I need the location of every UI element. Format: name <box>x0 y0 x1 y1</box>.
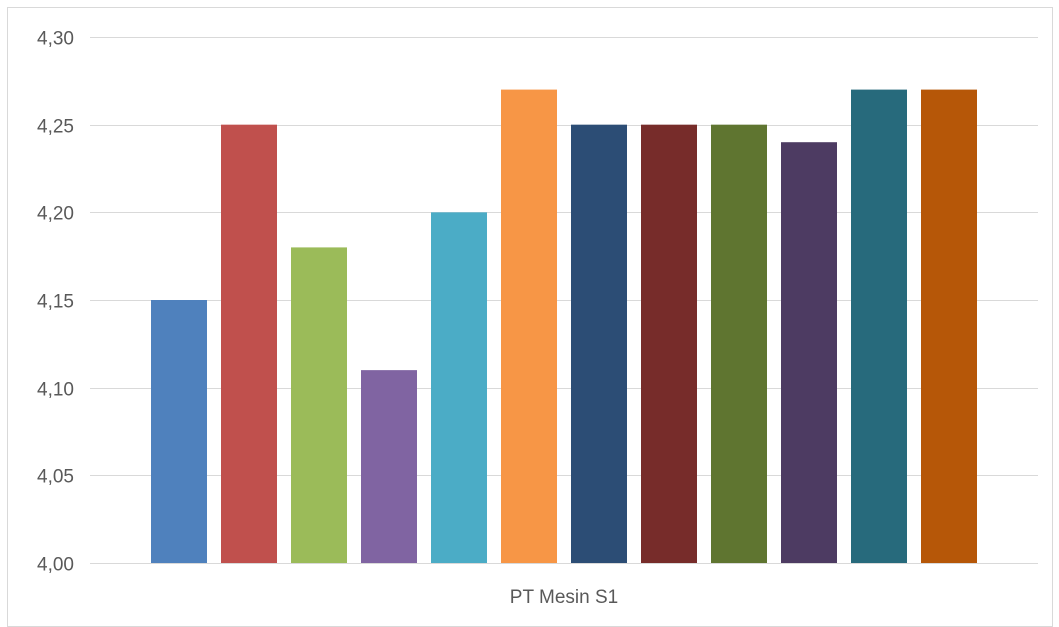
y-tick-label: 4,10 <box>37 380 74 401</box>
bar-2 <box>221 124 277 564</box>
x-axis-category-labels: PT Mesin S1 <box>510 587 618 608</box>
bar-1 <box>151 300 207 563</box>
bar-7 <box>571 124 627 564</box>
y-tick-label: 4,25 <box>37 117 74 138</box>
x-category-label: PT Mesin S1 <box>510 587 618 608</box>
bars <box>151 89 977 564</box>
bar-12 <box>921 89 977 563</box>
y-tick-label: 4,00 <box>37 555 74 576</box>
bar-5 <box>431 212 487 564</box>
y-axis-tick-labels: 4,00 4,05 4,10 4,15 4,20 4,25 4,30 <box>37 29 74 576</box>
y-tick-label: 4,30 <box>37 29 74 50</box>
bar-11 <box>851 89 907 563</box>
y-tick-label: 4,05 <box>37 467 74 488</box>
y-tick-label: 4,20 <box>37 204 74 225</box>
y-tick-label: 4,15 <box>37 292 74 313</box>
bar-4 <box>361 370 417 563</box>
bar-6 <box>501 89 557 563</box>
bar-10 <box>781 142 837 563</box>
bar-9 <box>711 124 767 564</box>
bar-3 <box>291 247 347 563</box>
bar-8 <box>641 124 697 564</box>
